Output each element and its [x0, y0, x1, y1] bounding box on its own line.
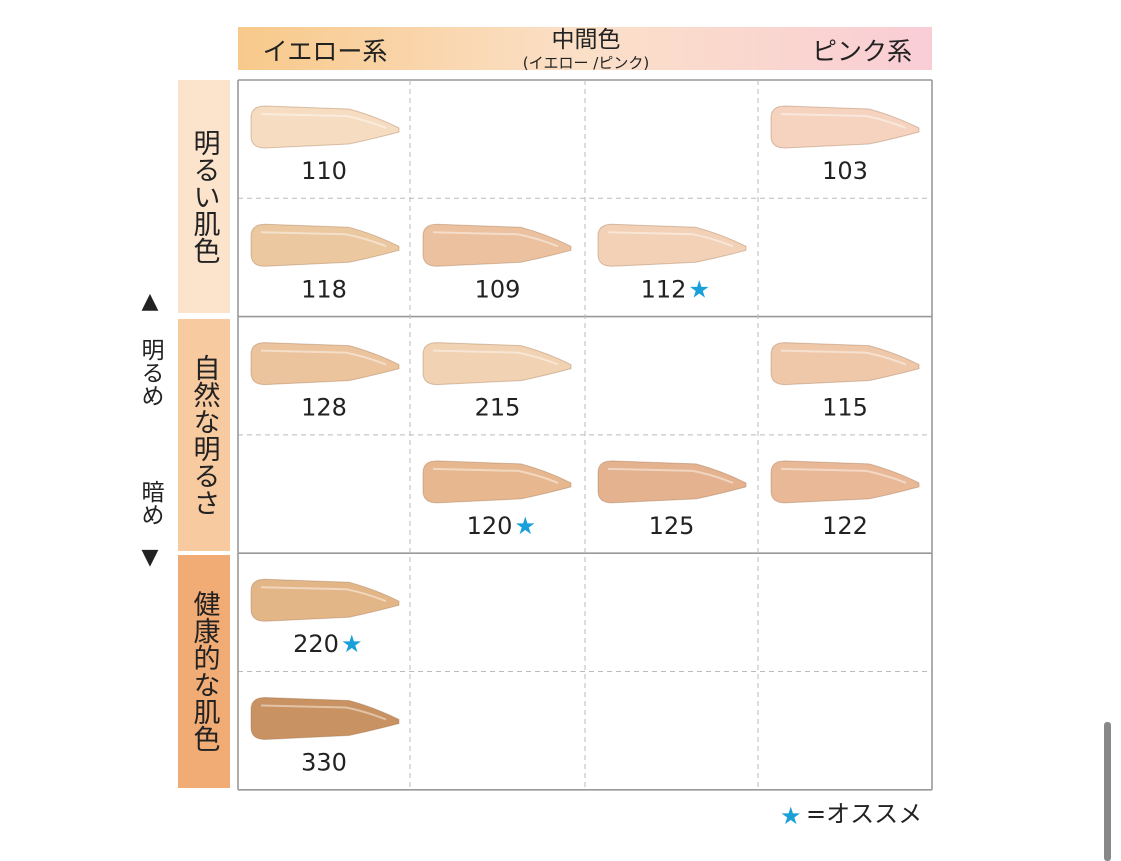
group-label: 自然な明るさ: [178, 318, 230, 552]
swatch: [422, 460, 572, 504]
swatch-shape: [422, 460, 572, 504]
swatch-highlight: [260, 113, 387, 129]
swatch-shape: [770, 105, 920, 149]
swatch: [250, 696, 400, 741]
arrow-up: ▲: [142, 289, 159, 314]
swatch-shape: [597, 223, 747, 267]
shade-number: 103: [822, 157, 868, 185]
swatch-highlight: [780, 349, 907, 366]
swatch-shape: [422, 342, 572, 386]
shade-number: 330: [301, 749, 347, 777]
legend-star: ★: [780, 802, 802, 830]
shade-number: 122: [822, 512, 868, 540]
swatch-shape: [250, 342, 400, 386]
swatch: [770, 342, 920, 386]
swatch: [422, 342, 572, 386]
swatch-highlight: [780, 113, 907, 129]
swatch: [770, 105, 920, 149]
shade-number: 118: [301, 275, 347, 303]
shade-number: 128: [301, 394, 347, 422]
recommended-star: ★: [515, 512, 537, 540]
legend-text: =オススメ: [806, 800, 922, 828]
swatch-highlight: [432, 467, 559, 484]
axis-light: 明るめ: [137, 337, 163, 407]
header-pink: ピンク系: [812, 37, 912, 66]
header-middle: 中間色: [552, 27, 621, 53]
shade-number: 215: [475, 394, 521, 422]
swatch: [597, 460, 747, 504]
swatch-highlight: [432, 231, 559, 248]
swatch-shape: [770, 342, 920, 386]
swatch-shape: [250, 696, 400, 741]
swatch-highlight: [260, 704, 387, 721]
shade-number: 110: [301, 157, 347, 185]
swatch: [250, 578, 400, 622]
swatch-highlight: [260, 349, 387, 366]
recommended-star: ★: [689, 275, 711, 303]
arrow-down: ▼: [142, 545, 159, 570]
swatch: [250, 105, 400, 149]
swatch: [770, 460, 920, 504]
swatch: [250, 342, 400, 386]
swatch-shape: [250, 223, 400, 267]
swatch-highlight: [607, 231, 734, 248]
group-label: 明るい肌色: [178, 80, 230, 313]
swatch-shape: [422, 223, 572, 267]
swatch-highlight: [780, 467, 907, 484]
header-yellow: イエロー系: [263, 37, 388, 66]
recommended-star: ★: [341, 630, 363, 658]
shade-number: 112: [641, 275, 687, 303]
shade-number: 109: [475, 275, 521, 303]
axis-dark: 暗め: [137, 480, 163, 526]
shade-number: 125: [649, 512, 695, 540]
swatch: [422, 223, 572, 267]
swatch-shape: [250, 578, 400, 622]
header-middle-sub: (イエロー /ピンク): [523, 54, 649, 72]
shade-number: 220: [293, 630, 339, 658]
header-bar: [238, 27, 932, 70]
swatch-shape: [770, 460, 920, 504]
scrollbar: [1104, 722, 1111, 861]
swatch-shape: [250, 105, 400, 149]
swatch-highlight: [607, 467, 734, 484]
swatch-highlight: [432, 349, 559, 366]
shade-number: 115: [822, 394, 868, 422]
swatch: [250, 223, 400, 267]
swatch-highlight: [260, 231, 387, 248]
swatch-highlight: [260, 586, 387, 603]
swatch-shape: [597, 460, 747, 504]
group-label: 健康的な肌色: [178, 555, 230, 788]
swatch: [597, 223, 747, 267]
shade-number: 120: [467, 512, 513, 540]
